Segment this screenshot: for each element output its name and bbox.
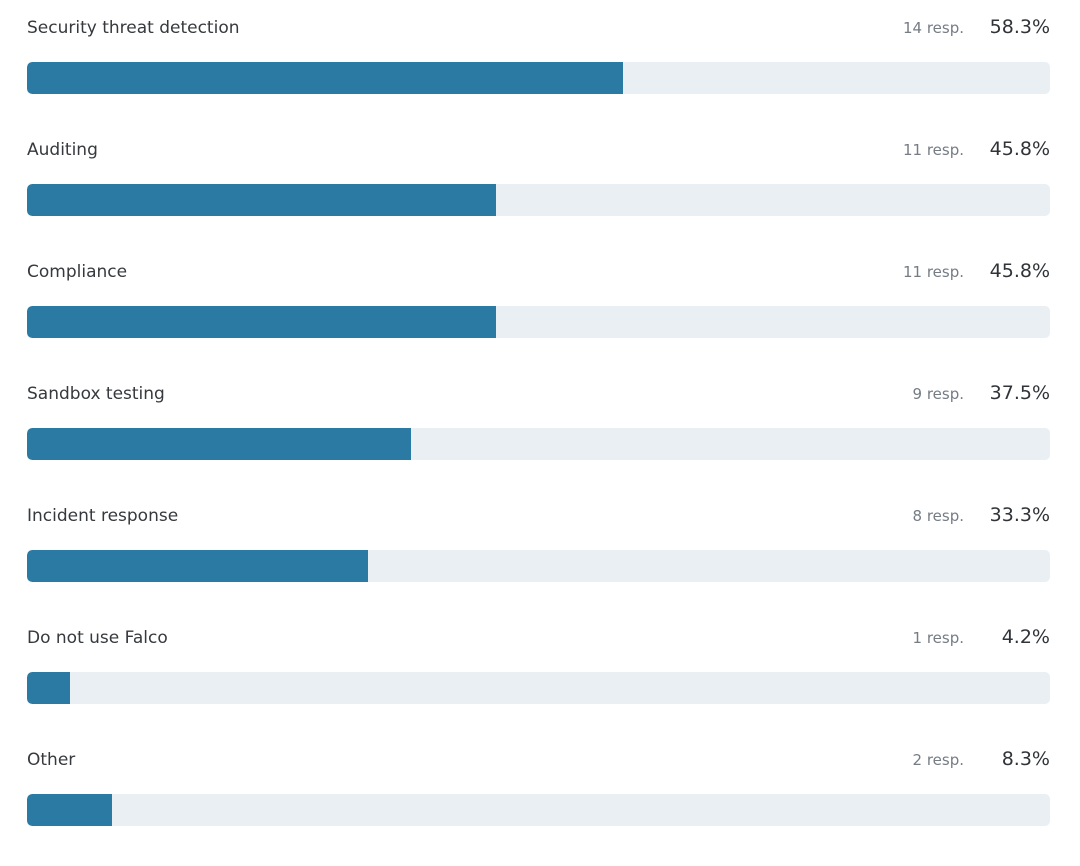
chart-row: Sandbox testing 9 resp. 37.5%	[27, 379, 1050, 460]
bar-fill	[27, 794, 112, 826]
response-count: 14 resp.	[902, 19, 964, 37]
bar-track	[27, 62, 1050, 94]
response-count: 11 resp.	[902, 141, 964, 159]
response-count: 11 resp.	[902, 263, 964, 281]
row-header: Compliance 11 resp. 45.8%	[27, 257, 1050, 286]
bar-fill	[27, 62, 624, 94]
response-count: 2 resp.	[912, 751, 964, 769]
percent-value: 45.8%	[989, 260, 1050, 282]
bar-track	[27, 794, 1050, 826]
chart-row: Do not use Falco 1 resp. 4.2%	[27, 623, 1050, 704]
row-header: Incident response 8 resp. 33.3%	[27, 501, 1050, 530]
bar-fill	[27, 550, 368, 582]
category-label: Compliance	[27, 262, 128, 282]
chart-row: Security threat detection 14 resp. 58.3%	[27, 13, 1050, 94]
chart-row: Incident response 8 resp. 33.3%	[27, 501, 1050, 582]
chart-row: Compliance 11 resp. 45.8%	[27, 257, 1050, 338]
response-count: 8 resp.	[912, 507, 964, 525]
category-label: Auditing	[27, 140, 98, 160]
bar-fill	[27, 428, 411, 460]
chart-row: Other 2 resp. 8.3%	[27, 745, 1050, 826]
percent-value: 4.2%	[1001, 626, 1050, 648]
row-header: Other 2 resp. 8.3%	[27, 745, 1050, 774]
row-header: Auditing 11 resp. 45.8%	[27, 135, 1050, 164]
bar-track	[27, 550, 1050, 582]
category-label: Do not use Falco	[27, 628, 168, 648]
bar-fill	[27, 306, 496, 338]
bar-track	[27, 672, 1050, 704]
bar-track	[27, 428, 1050, 460]
category-label: Sandbox testing	[27, 384, 165, 404]
bar-track	[27, 306, 1050, 338]
category-label: Other	[27, 750, 76, 770]
bar-fill	[27, 184, 496, 216]
bar-fill	[27, 672, 70, 704]
category-label: Incident response	[27, 506, 179, 526]
percent-value: 45.8%	[989, 138, 1050, 160]
response-count: 1 resp.	[912, 629, 964, 647]
bar-track	[27, 184, 1050, 216]
category-label: Security threat detection	[27, 18, 240, 38]
row-header: Security threat detection 14 resp. 58.3%	[27, 13, 1050, 42]
row-header: Do not use Falco 1 resp. 4.2%	[27, 623, 1050, 652]
percent-value: 58.3%	[989, 16, 1050, 38]
percent-value: 37.5%	[989, 382, 1050, 404]
chart-row: Auditing 11 resp. 45.8%	[27, 135, 1050, 216]
percent-value: 33.3%	[989, 504, 1050, 526]
percent-value: 8.3%	[1001, 748, 1050, 770]
row-header: Sandbox testing 9 resp. 37.5%	[27, 379, 1050, 408]
response-count: 9 resp.	[912, 385, 964, 403]
